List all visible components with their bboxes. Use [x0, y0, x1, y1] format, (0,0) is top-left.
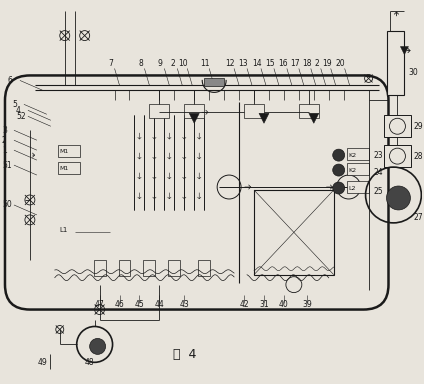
Text: 15: 15	[265, 59, 275, 68]
Bar	[244, 104, 264, 118]
Polygon shape	[309, 113, 319, 123]
Text: 25: 25	[374, 187, 383, 197]
Text: 46: 46	[114, 300, 124, 309]
Text: 47: 47	[95, 300, 104, 309]
Text: 24: 24	[374, 167, 383, 177]
Text: 45: 45	[134, 300, 144, 309]
Text: 27: 27	[413, 214, 423, 222]
Bar	[168, 260, 180, 276]
Text: K2: K2	[349, 167, 357, 172]
Text: 29: 29	[413, 122, 423, 131]
Text: 12: 12	[226, 59, 235, 68]
Text: 13: 13	[238, 59, 248, 68]
Text: 48: 48	[85, 358, 94, 367]
Bar	[119, 260, 131, 276]
Text: 16: 16	[278, 59, 288, 68]
Text: 19: 19	[322, 59, 332, 68]
Text: 50: 50	[2, 200, 12, 209]
Circle shape	[89, 338, 106, 354]
Bar	[58, 162, 80, 174]
Bar	[347, 163, 368, 175]
Text: 2: 2	[171, 59, 176, 68]
Text: 23: 23	[374, 151, 383, 160]
Text: 52: 52	[16, 112, 25, 121]
Polygon shape	[189, 113, 199, 123]
Bar	[384, 115, 411, 137]
Bar	[384, 145, 411, 167]
Bar	[149, 104, 169, 118]
Text: M1: M1	[60, 166, 69, 170]
Circle shape	[333, 182, 345, 194]
Text: 28: 28	[413, 152, 423, 161]
Text: 6: 6	[8, 76, 13, 85]
Text: 7: 7	[108, 59, 113, 68]
Text: 9: 9	[158, 59, 163, 68]
Bar	[387, 31, 404, 95]
Text: 43: 43	[179, 300, 189, 309]
Text: 5: 5	[12, 100, 17, 109]
Text: 3: 3	[2, 126, 7, 135]
Text: 2: 2	[2, 136, 7, 145]
Text: 10: 10	[179, 59, 188, 68]
Bar	[184, 104, 204, 118]
Text: 图  4: 图 4	[173, 348, 196, 361]
Text: 4: 4	[16, 106, 21, 115]
Bar	[94, 260, 106, 276]
Text: 1: 1	[2, 146, 7, 155]
Text: 51: 51	[2, 161, 11, 170]
Text: 42: 42	[239, 300, 249, 309]
Polygon shape	[400, 46, 408, 55]
Text: M1: M1	[60, 149, 69, 154]
Text: 17: 17	[290, 59, 300, 68]
Circle shape	[333, 164, 345, 176]
Bar	[58, 145, 80, 157]
Circle shape	[333, 149, 345, 161]
Polygon shape	[259, 113, 269, 123]
Text: 20: 20	[336, 59, 346, 68]
Text: 49: 49	[38, 358, 47, 367]
Text: 11: 11	[201, 59, 210, 68]
Circle shape	[387, 186, 410, 210]
Text: 18: 18	[302, 59, 312, 68]
Bar	[143, 260, 156, 276]
Bar	[254, 190, 334, 275]
Text: L2: L2	[349, 185, 356, 190]
Text: 31: 31	[259, 300, 269, 309]
Text: 8: 8	[138, 59, 143, 68]
Bar	[347, 148, 368, 160]
Text: K2: K2	[349, 153, 357, 158]
Bar	[299, 104, 319, 118]
Text: 2: 2	[315, 59, 319, 68]
Text: L1: L1	[60, 227, 68, 233]
Bar	[198, 260, 210, 276]
Bar	[347, 181, 368, 193]
Text: 30: 30	[408, 68, 418, 77]
Bar	[204, 78, 224, 86]
Text: 40: 40	[279, 300, 289, 309]
Text: 39: 39	[302, 300, 312, 309]
Text: 44: 44	[154, 300, 164, 309]
Text: 14: 14	[252, 59, 262, 68]
